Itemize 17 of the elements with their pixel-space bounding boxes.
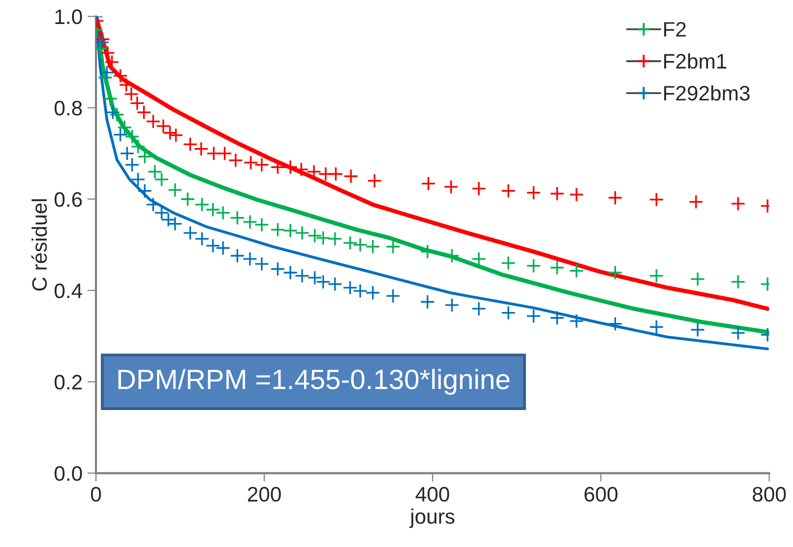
y-tick-label: 0.2 bbox=[54, 374, 82, 390]
y-tick-label: 0.4 bbox=[54, 283, 82, 298]
y-tick-label: 0.6 bbox=[54, 192, 82, 207]
y-tick-label: 0.0 bbox=[54, 466, 82, 481]
x-tick-label: 0 bbox=[90, 486, 101, 502]
x-tick-label: 600 bbox=[584, 486, 618, 502]
annotation: DPM/RPM =1.455-0.130*lignine bbox=[118, 368, 510, 395]
legend-label: F292bm3 bbox=[664, 85, 750, 101]
legend-label: F2bm1 bbox=[664, 53, 726, 69]
x-tick-label: 800 bbox=[752, 486, 786, 502]
x-axis-title: jours bbox=[409, 508, 454, 528]
y-tick-label: 0.8 bbox=[54, 100, 82, 116]
x-tick-label: 400 bbox=[416, 486, 450, 502]
legend-label: F2 bbox=[664, 22, 686, 37]
y-axis-title: C résiduel bbox=[31, 199, 47, 291]
y-tick-label: 1.0 bbox=[55, 9, 82, 24]
x-tick-label: 200 bbox=[248, 486, 281, 502]
